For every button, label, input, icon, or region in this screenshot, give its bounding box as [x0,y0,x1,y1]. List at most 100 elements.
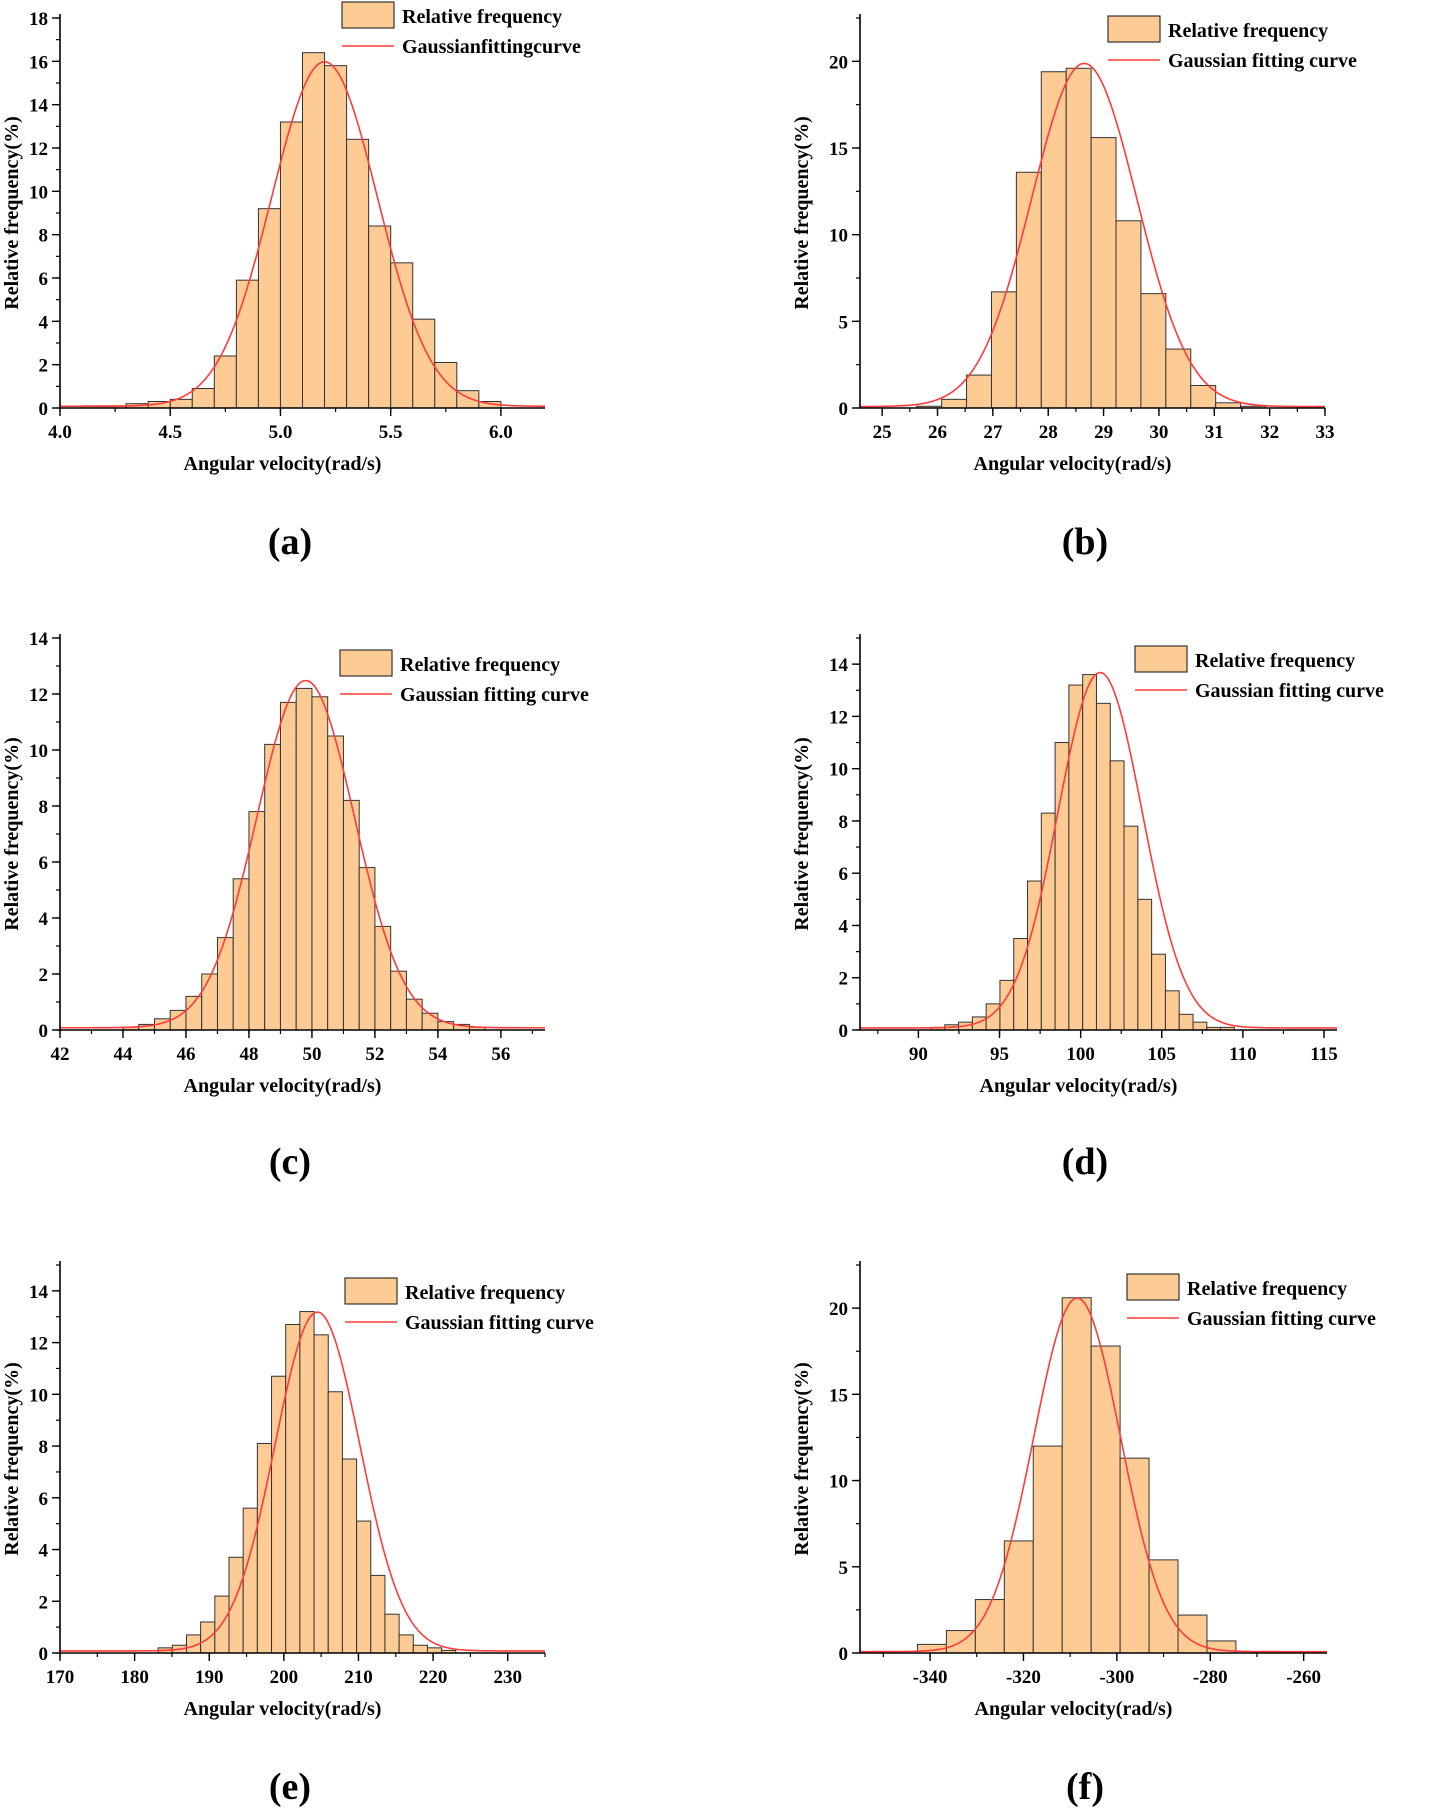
legend-bar-label: Relative frequency [405,1282,565,1304]
x-tick-label: 54 [428,1044,448,1065]
bars [930,674,1235,1031]
x-tick-label: -260 [1286,1667,1321,1688]
legend-curve-label: Gaussian fitting curve [1187,1308,1376,1330]
y-tick-label: 20 [829,1299,848,1320]
x-tick-label: 180 [120,1667,149,1688]
bar [398,1634,414,1654]
y-tick-label: 8 [839,812,849,833]
bar [990,291,1017,409]
bar [279,121,304,409]
x-tick-label: 115 [1310,1044,1337,1065]
x-tick-label: -280 [1193,1667,1228,1688]
legend: Relative frequency Gaussian fitting curve [344,1277,594,1334]
y-tick-label: 4 [39,312,49,333]
x-tick-label: 105 [1148,1044,1177,1065]
y-tick-label: 0 [39,1644,49,1665]
x-axis-label: Angular velocity(rad/s) [184,1698,382,1720]
x-tick-label: 100 [1066,1044,1095,1065]
y-ticks: 0 2 4 6 8 10 12 14 [829,637,860,1042]
y-ticks: 0 2 4 6 8 10 12 14 16 18 [29,9,60,420]
x-tick-label: 210 [344,1667,373,1688]
x-axis-label: Angular velocity(rad/s) [184,1075,382,1097]
bar [1003,1540,1034,1654]
x-axis-label: Angular velocity(rad/s) [974,453,1172,475]
bar [412,318,436,409]
bar [1119,1457,1150,1654]
legend-bar-label: Relative frequency [402,6,562,28]
bar [356,1520,372,1654]
x-tick-label: 4.0 [48,422,72,443]
x-tick-label: 200 [270,1667,299,1688]
bars [157,1311,457,1654]
bar [324,65,348,409]
x-tick-label: -320 [1006,1667,1041,1688]
bar [421,1012,439,1031]
y-tick-label: 18 [29,9,48,30]
bar [966,374,992,409]
bar [242,1507,258,1654]
bar [200,1621,216,1654]
y-tick-label: 5 [839,312,849,333]
chart-a: 4.0 4.5 5.0 5.5 6.0 0 2 4 6 8 10 12 14 16 18 Angular ve… [1,1,581,475]
y-tick-label: 6 [39,269,49,290]
x-tick-label: 52 [365,1044,384,1065]
bar [302,52,326,409]
x-ticks: 25 26 27 28 29 30 31 32 33 [873,408,1335,443]
x-tick-label: 190 [195,1667,224,1688]
bar [191,388,215,409]
bar [941,398,968,409]
x-tick-label: 28 [1039,422,1058,443]
legend: Relative frequency Gaussianfittingcurve [341,1,581,58]
y-tick-label: 15 [829,1385,848,1406]
bar [384,1613,400,1654]
y-tick-label: 4 [39,1541,49,1562]
caption-c: (c) [268,1141,312,1183]
x-ticks: 42 44 46 48 50 52 54 56 [51,1030,534,1065]
y-tick-label: 14 [29,1282,49,1303]
y-tick-label: 10 [29,1385,48,1406]
x-tick-label: 26 [928,422,947,443]
x-tick-label: 32 [1260,422,1279,443]
bar [213,355,237,409]
x-axis-label: Angular velocity(rad/s) [975,1698,1173,1720]
y-tick-label: 10 [29,741,48,762]
y-tick-label: 10 [829,1472,848,1493]
bar [1165,348,1192,409]
chart-panel-f: -340 -320 -300 -280 -260 0 5 10 15 20 Angular velo… [715,1240,1430,1815]
y-tick-label: 4 [39,909,49,930]
y-tick-label: 14 [29,96,49,117]
x-axis-label: Angular velocity(rad/s) [184,453,382,475]
y-axis-label: Relative frequency(%) [1,737,23,930]
legend-bar-swatch [1126,1273,1180,1301]
y-tick-label: 12 [829,707,848,728]
bar [327,1391,343,1654]
y-axis-label: Relative frequency(%) [791,737,813,930]
y-ticks: 0 5 10 15 20 [829,17,860,420]
x-tick-label: 50 [302,1044,321,1065]
bar [1137,898,1153,1031]
x-tick-label: 110 [1229,1044,1256,1065]
caption-d: (d) [1061,1141,1109,1183]
y-tick-label: 0 [39,1021,49,1042]
bar [1054,742,1070,1031]
bar [1115,220,1142,409]
y-tick-label: 2 [39,965,49,986]
y-axis-label: Relative frequency(%) [1,1362,23,1555]
x-tick-label: 30 [1149,422,1168,443]
x-ticks: 170 180 190 200 210 220 230 [46,1653,546,1688]
bars [122,687,486,1031]
bar [1090,137,1117,409]
legend-bar-swatch [341,1,395,29]
bar [311,696,329,1031]
bar [1082,674,1097,1031]
y-tick-label: 6 [39,853,49,874]
x-tick-label: 6.0 [489,422,513,443]
y-tick-label: 2 [39,356,49,377]
y-tick-label: 0 [39,399,49,420]
bars [916,67,1266,409]
x-ticks: 4.0 4.5 5.0 5.5 6.0 [48,408,513,443]
bar [370,1574,386,1654]
x-tick-label: 42 [51,1044,70,1065]
y-tick-label: 6 [839,864,849,885]
